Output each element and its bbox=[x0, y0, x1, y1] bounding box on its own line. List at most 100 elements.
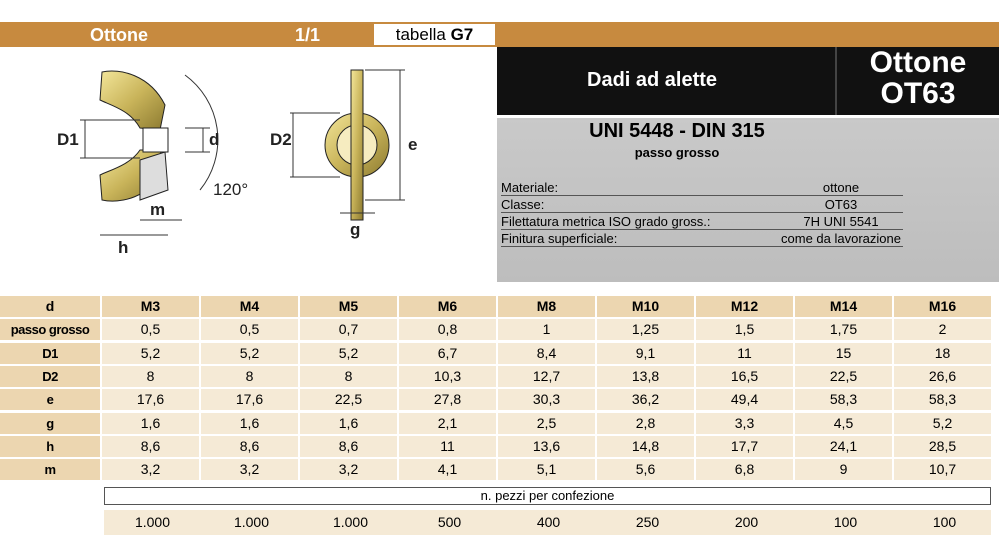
cell: 11 bbox=[696, 342, 793, 364]
cell: 5,6 bbox=[597, 459, 694, 481]
cell: 1 bbox=[498, 319, 595, 341]
dim-label: h bbox=[118, 238, 128, 257]
dim-label: 120° bbox=[213, 180, 248, 199]
packaging-count: 400 bbox=[536, 514, 561, 530]
cell: 4,5 bbox=[795, 412, 892, 434]
cell: 13,6 bbox=[498, 435, 595, 457]
cell: 11 bbox=[399, 435, 496, 457]
cell: 17,6 bbox=[102, 389, 199, 411]
header-page: 1/1 bbox=[295, 25, 321, 45]
packaging-count: 100 bbox=[932, 514, 957, 530]
cell: 49,4 bbox=[696, 389, 793, 411]
header-cell: M3 bbox=[102, 296, 199, 317]
cell: 8 bbox=[201, 365, 298, 387]
cell: 58,3 bbox=[795, 389, 892, 411]
cell: 15 bbox=[795, 342, 892, 364]
dim-label: D2 bbox=[270, 130, 292, 149]
spec-row: Classe: OT63 bbox=[501, 197, 903, 213]
cell: 2,1 bbox=[399, 412, 496, 434]
cell: 5,1 bbox=[498, 459, 595, 481]
spec-box: UNI 5448 - DIN 315 passo grosso Material… bbox=[497, 118, 999, 282]
cell: 27,8 bbox=[399, 389, 496, 411]
grade: OT63 bbox=[880, 77, 956, 110]
divider bbox=[835, 47, 837, 115]
cell: 3,2 bbox=[300, 459, 397, 481]
cell: 5,2 bbox=[894, 412, 991, 434]
cell: 10,3 bbox=[399, 365, 496, 387]
header-cell: h bbox=[0, 435, 100, 457]
cell: 3,3 bbox=[696, 412, 793, 434]
packaging-count: 250 bbox=[635, 514, 660, 530]
dim-label: g bbox=[350, 220, 360, 239]
cell: 8,6 bbox=[102, 435, 199, 457]
cell: 13,8 bbox=[597, 365, 694, 387]
cell: 10,7 bbox=[894, 459, 991, 481]
header-bar: Ottone 1/1 tabella G7 bbox=[0, 22, 999, 47]
cell: 2,8 bbox=[597, 412, 694, 434]
dim-label: m bbox=[150, 200, 165, 219]
cell: 9 bbox=[795, 459, 892, 481]
cell: 8 bbox=[102, 365, 199, 387]
cell: 0,7 bbox=[300, 319, 397, 341]
cell: 0,8 bbox=[399, 319, 496, 341]
header-cell: passo grosso bbox=[0, 319, 100, 341]
cell: 1,25 bbox=[597, 319, 694, 341]
spec-row: Materiale: ottone bbox=[501, 180, 903, 196]
spec-key: Finitura superficiale: bbox=[501, 231, 618, 246]
spec-value: OT63 bbox=[824, 197, 858, 212]
dim-label: e bbox=[408, 135, 417, 154]
cell: 1,6 bbox=[201, 412, 298, 434]
cell: 2 bbox=[894, 319, 991, 341]
material-box: Ottone OT63 bbox=[837, 47, 999, 109]
table-code: G7 bbox=[450, 25, 474, 44]
cell: 8,6 bbox=[201, 435, 298, 457]
packaging-row: 1.000 1.000 1.000 500 400 250 200 100 100 bbox=[104, 510, 991, 535]
cell: 8,6 bbox=[300, 435, 397, 457]
cell: 22,5 bbox=[300, 389, 397, 411]
thread: passo grosso bbox=[634, 145, 720, 160]
cell: 1,5 bbox=[696, 319, 793, 341]
cell: 17,6 bbox=[201, 389, 298, 411]
packaging-count: 1.000 bbox=[233, 514, 270, 530]
cell: 1,6 bbox=[300, 412, 397, 434]
header-cell: M10 bbox=[597, 296, 694, 317]
packaging-count: 1.000 bbox=[134, 514, 171, 530]
cell: 3,2 bbox=[201, 459, 298, 481]
header-material: Ottone bbox=[90, 25, 148, 45]
header-cell: M5 bbox=[300, 296, 397, 317]
spec-row: Filettatura metrica ISO grado gross.: 7H … bbox=[501, 214, 903, 230]
cell: 22,5 bbox=[795, 365, 892, 387]
header-cell: M14 bbox=[795, 296, 892, 317]
dim-label: d bbox=[209, 130, 219, 149]
cell: 9,1 bbox=[597, 342, 694, 364]
cell: 1,75 bbox=[795, 319, 892, 341]
material: Ottone bbox=[869, 46, 967, 79]
drawing: D1 d m h 120° D2 e g bbox=[57, 69, 417, 257]
spec-value: come da lavorazione bbox=[781, 231, 901, 246]
packaging-count: 500 bbox=[437, 514, 462, 530]
cell: 6,7 bbox=[399, 342, 496, 364]
cell: 30,3 bbox=[498, 389, 595, 411]
cell: 24,1 bbox=[795, 435, 892, 457]
cell: 17,7 bbox=[696, 435, 793, 457]
dim-label: D1 bbox=[57, 130, 79, 149]
cell: 4,1 bbox=[399, 459, 496, 481]
packaging-label: n. pezzi per confezione bbox=[104, 487, 991, 505]
header-cell: M4 bbox=[201, 296, 298, 317]
spec-row: Finitura superficiale: come da lavorazion… bbox=[501, 231, 903, 247]
cell: 5,2 bbox=[201, 342, 298, 364]
cell: 2,5 bbox=[498, 412, 595, 434]
cell: 26,6 bbox=[894, 365, 991, 387]
header-cell: g bbox=[0, 412, 100, 434]
cell: 0,5 bbox=[102, 319, 199, 341]
cell: 6,8 bbox=[696, 459, 793, 481]
packaging-count: 200 bbox=[734, 514, 759, 530]
packaging-count: 100 bbox=[833, 514, 858, 530]
header-cell: e bbox=[0, 389, 100, 411]
header-cell: M8 bbox=[498, 296, 595, 317]
header-cell: m bbox=[0, 459, 100, 481]
title-box: Dadi ad alette Ottone OT63 bbox=[497, 47, 999, 115]
spec-value: ottone bbox=[822, 180, 860, 195]
header-cell: d bbox=[0, 296, 100, 317]
